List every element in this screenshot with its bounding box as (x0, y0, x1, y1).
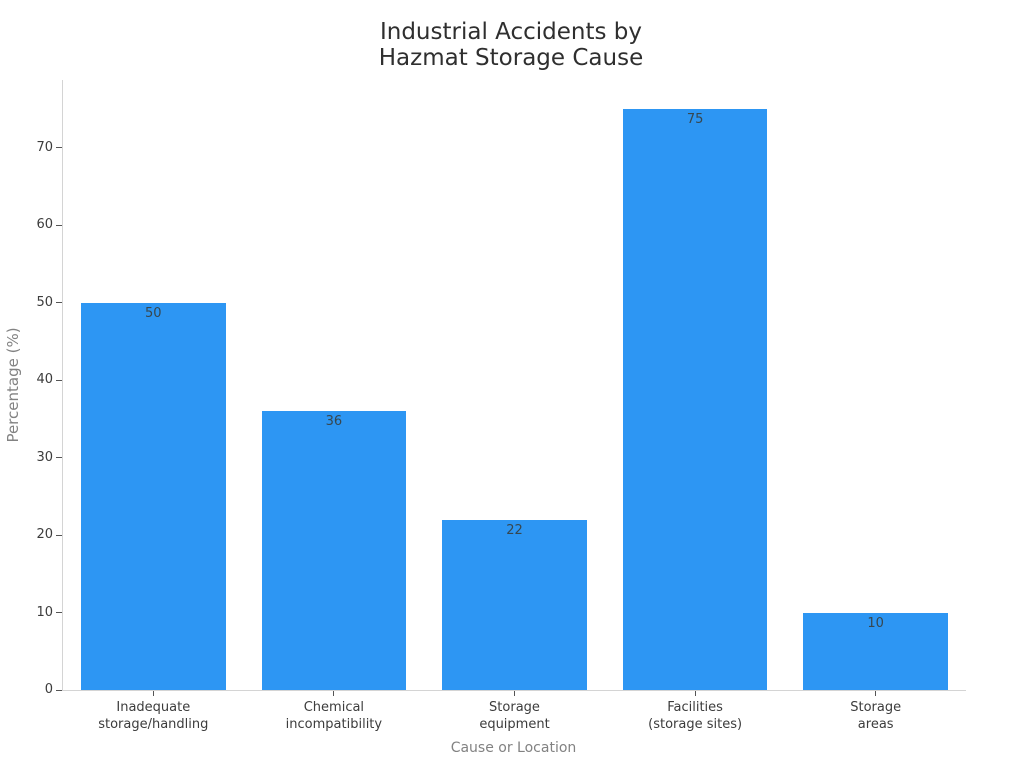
bar-value-label: 22 (506, 522, 523, 538)
bar-1: 50 (81, 302, 226, 690)
y-tick-mark (56, 612, 62, 614)
x-tick-mark (875, 691, 877, 696)
y-tick-label: 0 (44, 682, 53, 697)
y-tick-label: 40 (36, 372, 53, 388)
bar-5: 10 (803, 612, 948, 690)
y-tick-mark (56, 689, 62, 691)
x-tick-label: Facilities (storage sites) (648, 700, 743, 732)
y-tick-mark (56, 534, 62, 536)
x-tick-label: Storage equipment (479, 700, 550, 732)
x-tick-label: Chemical incompatibility (285, 700, 383, 732)
bar-value-label: 36 (325, 414, 343, 430)
bar-value-label: 10 (867, 615, 884, 631)
plot-area: 0 10 20 30 40 50 60 70 50 Inadequate storage/hand… (36, 80, 966, 732)
y-tick-label: 60 (36, 217, 53, 233)
x-tick-label: Inadequate storage/handling (98, 700, 209, 732)
x-tick-mark (333, 691, 335, 696)
y-tick-label: 70 (36, 139, 53, 155)
bar-value-label: 50 (145, 305, 162, 321)
y-tick-label: 20 (36, 527, 53, 543)
y-tick-label: 10 (36, 604, 53, 620)
y-tick-mark (56, 302, 62, 304)
y-tick-mark (56, 379, 62, 381)
y-tick-mark (56, 147, 62, 149)
y-tick-mark (56, 457, 62, 459)
bar-value-label: 75 (686, 112, 704, 128)
x-tick-label: Storage areas (850, 700, 902, 732)
chart-title: Industrial Accidents by Hazmat Storage C… (378, 19, 644, 71)
y-tick-label: 30 (36, 449, 53, 465)
bar-3: 22 (442, 519, 587, 690)
x-tick-mark (152, 691, 154, 696)
y-axis-title: Percentage (%) (4, 327, 22, 443)
bar-2: 36 (261, 411, 407, 690)
y-tick-label: 50 (36, 294, 53, 310)
bar-4: 75 (622, 109, 768, 690)
y-tick-mark (56, 224, 62, 226)
x-tick-mark (694, 691, 696, 696)
x-axis-title: Cause or Location (450, 740, 577, 756)
x-tick-mark (514, 691, 515, 696)
